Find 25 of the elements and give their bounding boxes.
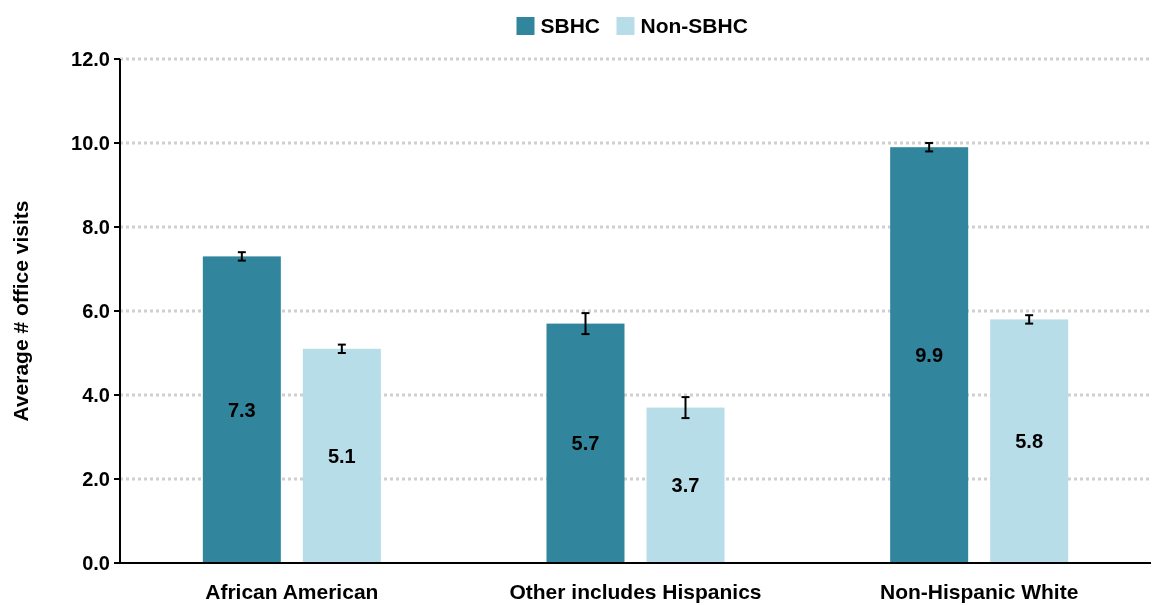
y-tick-label: 10.0 bbox=[71, 132, 110, 154]
x-tick-label: Other includes Hispanics bbox=[509, 580, 762, 603]
y-tick-label: 2.0 bbox=[82, 468, 110, 490]
legend-label: SBHC bbox=[540, 14, 601, 38]
y-tick-label: 6.0 bbox=[82, 300, 110, 322]
data-label: 5.8 bbox=[1015, 430, 1044, 453]
y-tick-label: 0.0 bbox=[82, 552, 110, 574]
y-tick-label: 4.0 bbox=[82, 384, 110, 406]
data-label: 3.7 bbox=[671, 474, 700, 497]
x-tick-label: African American bbox=[205, 580, 379, 603]
data-label: 5.1 bbox=[327, 444, 356, 467]
bar bbox=[546, 323, 625, 563]
data-label: 5.7 bbox=[571, 432, 600, 455]
y-tick-label: 8.0 bbox=[82, 216, 110, 238]
bar bbox=[302, 348, 381, 563]
bar bbox=[990, 319, 1069, 563]
bar bbox=[202, 256, 281, 563]
bar bbox=[890, 147, 969, 563]
data-label: 7.3 bbox=[227, 398, 256, 421]
x-tick-label: Non-Hispanic White bbox=[879, 580, 1079, 603]
y-axis-title: Average # office visits bbox=[9, 200, 32, 422]
data-label: 9.9 bbox=[915, 344, 944, 367]
y-tick-label: 12.0 bbox=[71, 48, 110, 70]
bar bbox=[646, 407, 725, 563]
legend-label: Non-SBHC bbox=[640, 14, 748, 38]
